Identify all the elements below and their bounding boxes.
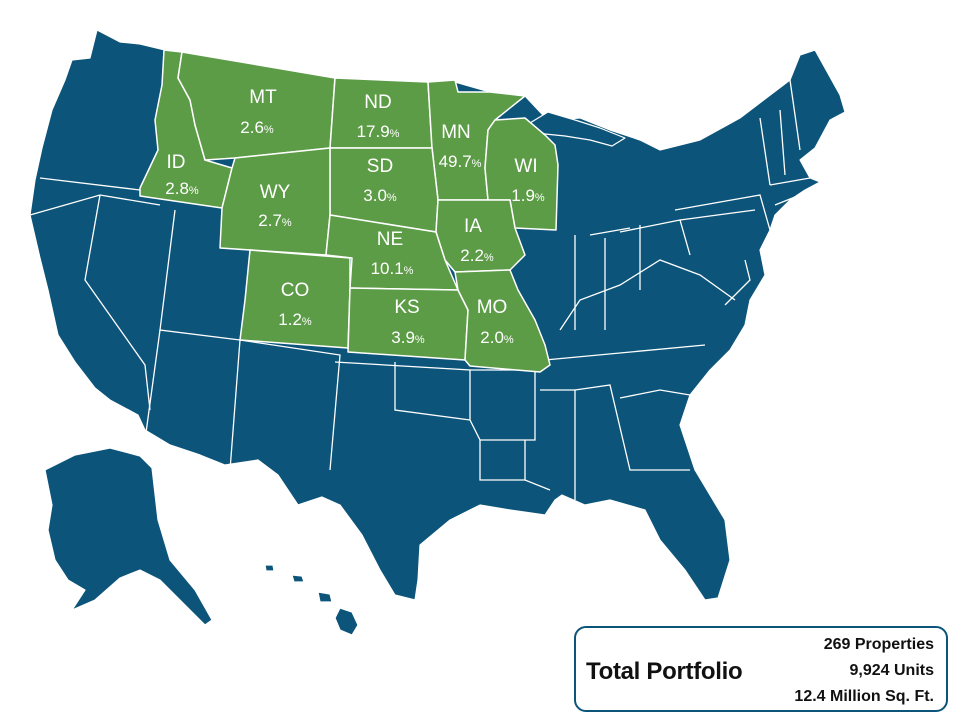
units-count: 9,924 Units: [849, 662, 934, 679]
portfolio-summary-box: Total Portfolio 269 Properties 9,924 Uni…: [574, 626, 948, 712]
label-wi-abbr: WI: [514, 156, 537, 177]
label-ne-abbr: NE: [377, 229, 403, 250]
value: 2.2: [460, 246, 484, 265]
label-ia-value: 2.2%: [460, 246, 494, 265]
label-mo-value: 2.0%: [480, 328, 514, 347]
state-labels: MT 2.6% ND 17.9% MN 49.7% ID 2.8% SD 3.0…: [165, 87, 545, 347]
label-co-abbr: CO: [281, 280, 310, 301]
hawaii-oahu: [291, 574, 305, 583]
label-wy-value: 2.7%: [258, 211, 292, 230]
unit: %: [387, 192, 397, 204]
label-nd-value: 17.9%: [357, 122, 400, 141]
unit: %: [264, 124, 274, 136]
label-mn-abbr: MN: [441, 122, 471, 143]
value: 3.9: [391, 328, 415, 347]
label-nd-abbr: ND: [364, 92, 391, 113]
label-sd-abbr: SD: [367, 156, 393, 177]
unit: %: [404, 265, 414, 277]
value: 17.9: [357, 122, 390, 141]
label-wy-abbr: WY: [260, 182, 291, 203]
unit: %: [415, 334, 425, 346]
highlighted-states: [139, 49, 559, 373]
properties-count: 269 Properties: [823, 636, 934, 653]
value: 2.8: [165, 179, 189, 198]
summary-title: Total Portfolio: [586, 658, 743, 685]
unit: %: [484, 252, 494, 264]
square-feet: 12.4 Million Sq. Ft.: [794, 688, 934, 705]
unit: %: [504, 334, 514, 346]
michigan-upper-peninsula: [524, 111, 626, 147]
value: 49.7: [439, 152, 472, 171]
unit: %: [535, 192, 545, 204]
unit: %: [189, 185, 199, 197]
value: 2.7: [258, 211, 282, 230]
label-ks-abbr: KS: [394, 297, 419, 318]
label-mt-value: 2.6%: [240, 118, 274, 137]
label-mn-value: 49.7%: [439, 152, 482, 171]
unit: %: [472, 158, 482, 170]
hawaii-kauai: [264, 564, 275, 572]
unit: %: [282, 217, 292, 229]
value: 1.2: [278, 310, 302, 329]
state-mo: [454, 269, 551, 373]
label-mt-abbr: MT: [249, 87, 277, 108]
value: 1.9: [511, 186, 535, 205]
state-borders: [29, 79, 811, 500]
state-wi: [484, 117, 559, 231]
label-id-abbr: ID: [167, 152, 186, 173]
label-id-value: 2.8%: [165, 179, 199, 198]
unit: %: [390, 128, 400, 140]
unit: %: [302, 316, 312, 328]
value: 2.0: [480, 328, 504, 347]
label-wi-value: 1.9%: [511, 186, 545, 205]
value: 2.6: [240, 118, 264, 137]
alaska-shape: [44, 447, 213, 626]
hawaii-maui: [317, 591, 333, 603]
label-sd-value: 3.0%: [363, 186, 397, 205]
label-mo-abbr: MO: [477, 297, 508, 318]
label-co-value: 1.2%: [278, 310, 312, 329]
value: 10.1: [371, 259, 404, 278]
label-ne-value: 10.1%: [371, 259, 414, 278]
value: 3.0: [363, 186, 387, 205]
hawaii-shape: [334, 607, 359, 636]
label-ia-abbr: IA: [464, 216, 482, 237]
label-ks-value: 3.9%: [391, 328, 425, 347]
